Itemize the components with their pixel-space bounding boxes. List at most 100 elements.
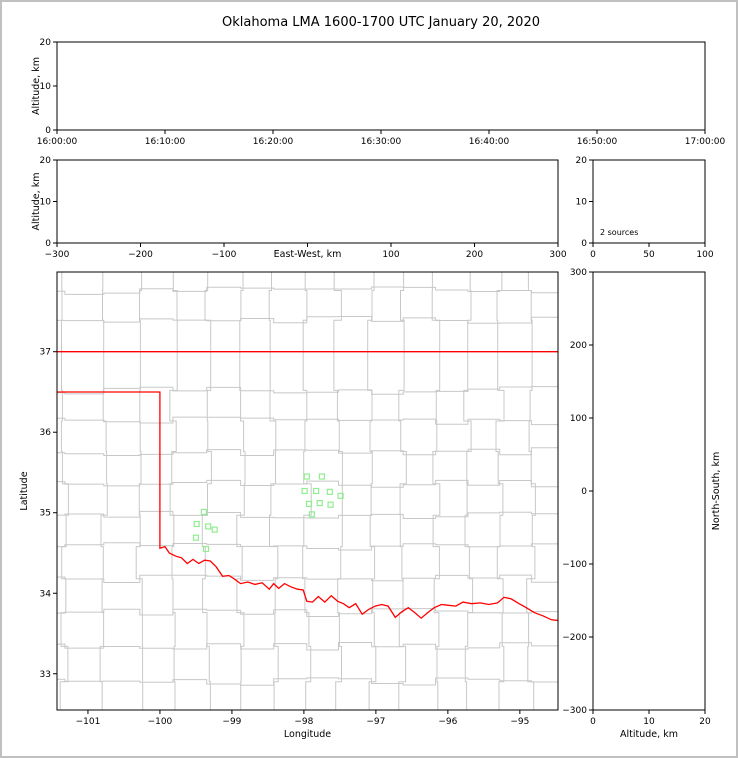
- panel-time-height: 16:00:00 16:10:00 16:20:00 16:30:00 16:40:00…: [31, 38, 725, 147]
- tick-label: 0: [45, 239, 51, 249]
- tick-label: −300: [45, 250, 70, 260]
- tick-label: −101: [76, 717, 101, 727]
- county-line: [169, 272, 178, 710]
- county-line: [302, 272, 312, 710]
- axis-label-x: Altitude, km: [620, 729, 678, 740]
- county-line: [367, 272, 377, 710]
- tick-label: 16:30:00: [361, 137, 402, 147]
- panel-frame: [56, 41, 706, 131]
- source-marker: [301, 487, 308, 495]
- map-content: [57, 272, 558, 710]
- tick-label: 0: [590, 250, 596, 260]
- source-marker: [305, 500, 313, 507]
- county-line: [57, 416, 558, 426]
- county-line: [59, 272, 69, 710]
- county-line: [99, 272, 108, 710]
- county-line: [57, 608, 558, 617]
- tick-label: 200: [570, 341, 587, 351]
- tick-label: −300: [562, 706, 587, 716]
- source-marker: [200, 508, 207, 516]
- tick-label: 37: [40, 348, 51, 358]
- figure-title: Oklahoma LMA 1600-1700 UTC January 20, 2…: [222, 15, 540, 30]
- tick-label: 300: [549, 250, 566, 260]
- county-line: [57, 286, 558, 295]
- source-marker: [326, 488, 333, 495]
- panel-ew-height: −300 −200 −100 100 200 300 0 10 20 East-West, km A…: [31, 156, 567, 260]
- tick-label: 16:20:00: [253, 137, 294, 147]
- axis-label-y: Altitude, km: [31, 57, 42, 115]
- tick-label: −98: [294, 717, 313, 727]
- axis-label-y: Latitude: [19, 471, 30, 510]
- tick-label: −99: [222, 717, 241, 727]
- tick-label: 20: [40, 156, 52, 166]
- axis-label-x: Longitude: [284, 729, 331, 740]
- tick-label: −96: [438, 717, 457, 727]
- source-marker: [308, 511, 315, 518]
- tick-label: 36: [40, 428, 52, 438]
- source-marker: [193, 520, 200, 528]
- axis-label-x: East-West, km: [274, 249, 342, 260]
- state-border-west-south: [57, 391, 558, 622]
- source-marker: [211, 526, 218, 533]
- county-line: [57, 574, 558, 583]
- county-line: [135, 272, 144, 710]
- tick-label: −95: [510, 717, 529, 727]
- tick-label: −200: [562, 633, 587, 643]
- county-line: [57, 510, 558, 519]
- county-line: [57, 642, 558, 651]
- tick-label: 300: [570, 268, 587, 278]
- sources-annotation: 2 sources: [600, 228, 638, 237]
- source-marker: [318, 473, 325, 480]
- source-marker: [202, 545, 210, 553]
- source-marker: [205, 523, 212, 530]
- tick-label: 16:00:00: [37, 137, 78, 147]
- tick-label: 50: [643, 250, 655, 260]
- tick-label: −100: [212, 250, 237, 260]
- tick-label: 100: [570, 414, 587, 424]
- county-line: [57, 386, 558, 395]
- county-line: [463, 272, 474, 710]
- tick-label: 16:10:00: [145, 137, 186, 147]
- tick-label: 10: [40, 198, 52, 208]
- panel-plan-view: −101 −100 −99 −98 −97 −96 −95 33 34 35 36 37 Longitu…: [19, 271, 559, 740]
- county-line: [236, 272, 246, 710]
- source-marker: [303, 473, 310, 480]
- tick-label: 0: [581, 239, 587, 249]
- panel-frame: [56, 159, 559, 244]
- tick-label: 10: [643, 717, 655, 727]
- source-marker: [327, 501, 334, 508]
- tick-label: 0: [45, 126, 51, 136]
- source-marker: [192, 534, 200, 541]
- county-line: [431, 272, 441, 710]
- tick-label: −97: [366, 717, 385, 727]
- tick-label: 34: [40, 589, 52, 599]
- county-line: [57, 677, 558, 686]
- source-marker: [313, 487, 320, 495]
- tick-label: −100: [148, 717, 173, 727]
- tick-label: 17:00:00: [685, 137, 726, 147]
- tick-label: −100: [562, 560, 587, 570]
- source-marker: [316, 499, 323, 507]
- county-line: [57, 447, 558, 456]
- panel-frame: [592, 271, 706, 711]
- county-line: [333, 272, 343, 710]
- tick-label: 33: [40, 670, 51, 680]
- county-line: [268, 272, 279, 710]
- source-marker: [337, 492, 344, 499]
- panel-frame: [56, 271, 559, 711]
- tick-label: 10: [40, 82, 52, 92]
- tick-label: 100: [382, 250, 399, 260]
- tick-label: −200: [128, 250, 153, 260]
- county-line: [526, 272, 536, 710]
- county-line: [201, 272, 212, 710]
- county-line: [57, 479, 558, 488]
- tick-label: 0: [581, 487, 587, 497]
- axis-label-y: Altitude, km: [31, 173, 42, 231]
- tick-label: 20: [576, 156, 588, 166]
- tick-label: 20: [40, 38, 52, 48]
- county-line: [398, 272, 407, 710]
- tick-label: 20: [699, 717, 711, 727]
- tick-label: 16:40:00: [469, 137, 510, 147]
